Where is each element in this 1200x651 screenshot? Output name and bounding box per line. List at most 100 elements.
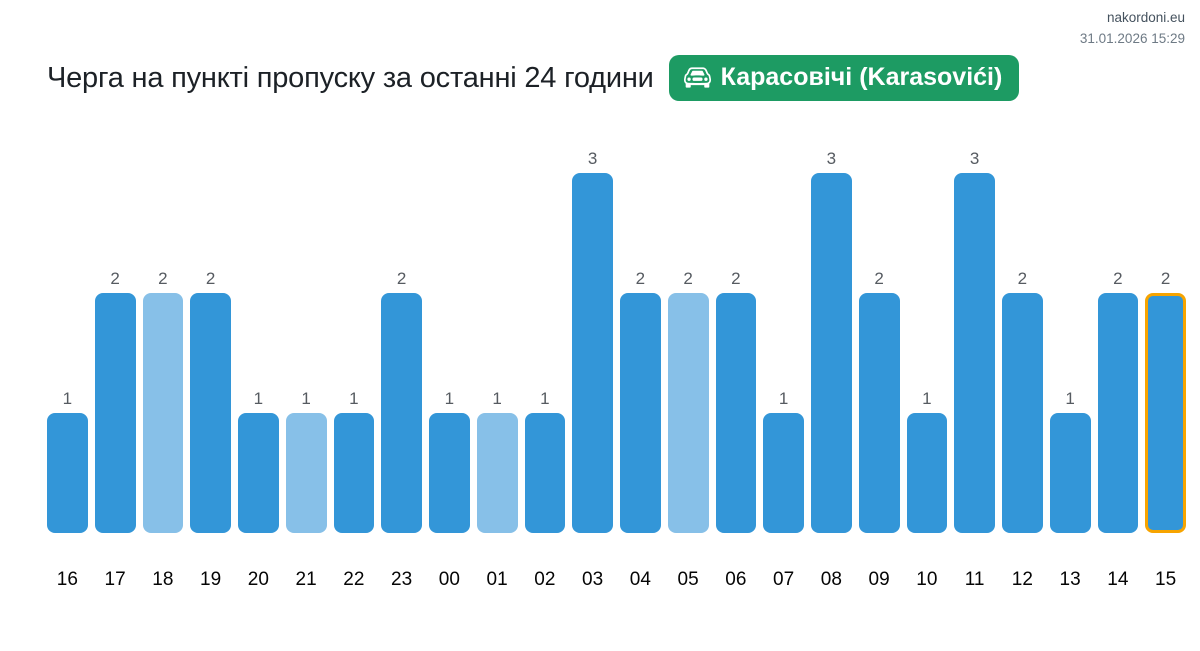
hour-label: 00: [438, 569, 460, 590]
bar-column: 2: [620, 270, 661, 533]
crossing-badge-label: Карасовічі (Karasovići): [720, 63, 1003, 91]
bar-value-label: 1: [492, 389, 502, 408]
bar-value-label: 2: [731, 269, 741, 288]
hour-label: 15: [1155, 569, 1177, 590]
bar-value-label: 2: [874, 269, 884, 288]
bar[interactable]: [906, 413, 948, 533]
bar-value-label: 2: [683, 269, 693, 288]
bar[interactable]: [715, 293, 757, 533]
hour-label: 22: [343, 569, 365, 590]
hour-label: 21: [295, 569, 317, 590]
bar[interactable]: [1049, 413, 1091, 533]
bar-value-label: 2: [1017, 269, 1028, 288]
bar-column: 2: [142, 269, 184, 533]
bar[interactable]: [858, 293, 900, 533]
bar-column: 1: [333, 389, 375, 533]
bar-column: 1: [238, 390, 279, 533]
hour-label: 05: [677, 569, 699, 590]
bar[interactable]: [572, 173, 613, 533]
bar-value-label: 2: [1160, 269, 1171, 288]
hour-label: 10: [916, 569, 938, 590]
bar-column: 2: [715, 269, 757, 533]
bar-value-label: 3: [826, 149, 837, 168]
bar-value-label: 2: [110, 269, 120, 288]
bar[interactable]: [190, 293, 231, 533]
bar[interactable]: [1097, 293, 1139, 533]
bar[interactable]: [476, 413, 518, 533]
bar-column: 1: [906, 389, 948, 533]
bar-column: 3: [572, 150, 613, 533]
hour-label: 20: [247, 569, 269, 590]
hour-label: 16: [56, 569, 78, 590]
bar[interactable]: [142, 293, 184, 533]
bar-column: 2: [381, 270, 422, 533]
bar[interactable]: [381, 293, 422, 533]
bar-value-label: 1: [444, 389, 455, 408]
bar[interactable]: [94, 293, 136, 533]
bar-column: 2: [94, 269, 136, 533]
bar[interactable]: [667, 293, 709, 533]
bar[interactable]: [524, 413, 566, 533]
hour-label: 04: [629, 569, 651, 590]
bar[interactable]: [333, 413, 375, 533]
bar-value-label: 1: [62, 389, 73, 408]
hour-axis: 16 17 18 19 20 21 22 23 00 01 02 03 04 05 06 07 08 09 10 11…: [47, 569, 1186, 592]
bar-value-label: 1: [922, 389, 932, 408]
bar-column: 2: [858, 269, 900, 533]
bar-value-label: 1: [778, 389, 789, 408]
bar-column: 1: [524, 389, 566, 533]
bar-value-label: 2: [158, 269, 168, 288]
bar[interactable]: [285, 413, 327, 533]
hour-label: 06: [725, 569, 747, 590]
bar-value-label: 2: [635, 269, 646, 288]
bar-column: 1: [1049, 389, 1091, 533]
bar[interactable]: [811, 173, 852, 533]
timestamp: 31.01.2026 15:29: [1079, 30, 1185, 46]
hour-label: 01: [486, 569, 508, 590]
bar[interactable]: [954, 173, 995, 533]
bar-column: 2: [1002, 270, 1043, 533]
hour-label: 13: [1059, 569, 1081, 590]
bar-highlighted[interactable]: [1145, 293, 1186, 533]
car-front-icon: [683, 64, 711, 91]
bar[interactable]: [1002, 293, 1043, 533]
hour-label: 12: [1011, 569, 1033, 590]
bar[interactable]: [620, 293, 661, 533]
bar-value-label: 3: [969, 149, 980, 168]
bar-column: 1: [285, 389, 327, 533]
bar-column: 1: [763, 390, 804, 533]
bar-column: 2: [190, 270, 231, 533]
bar-value-label: 1: [540, 389, 550, 408]
site-name: nakordoni.eu: [1106, 10, 1185, 25]
site-header: nakordoni.eu 31.01.2026 15:29: [1080, 8, 1185, 50]
bar-column: 2: [1097, 269, 1139, 533]
crossing-badge[interactable]: Карасовічі (Karasovići): [668, 55, 1020, 101]
hour-label: 09: [868, 569, 890, 590]
bar-column: 1: [429, 390, 470, 533]
bar-value-label: 2: [396, 269, 407, 288]
bar-value-label: 2: [205, 269, 216, 288]
title-row: Черга на пункті пропуску за останні 24 г…: [47, 55, 1186, 101]
bar-value-label: 1: [301, 389, 311, 408]
hour-label: 18: [152, 569, 174, 590]
bar[interactable]: [763, 413, 804, 533]
bar[interactable]: [238, 413, 279, 533]
bar-value-label: 3: [587, 149, 598, 168]
hour-label: 07: [773, 569, 795, 590]
bar-column: 2: [667, 269, 709, 533]
bar-value-label: 2: [1113, 269, 1123, 288]
bar-value-label: 1: [1065, 389, 1075, 408]
hour-label: 19: [200, 569, 222, 590]
bar-column: 3: [954, 150, 995, 533]
hour-label: 14: [1107, 569, 1129, 590]
hour-label: 17: [104, 569, 126, 590]
bar-value-label: 1: [349, 389, 359, 408]
bar-column: 1: [47, 390, 88, 533]
hour-label: 03: [582, 569, 604, 590]
bar[interactable]: [47, 413, 88, 533]
hour-label: 23: [391, 569, 413, 590]
bar-value-label: 1: [253, 389, 264, 408]
bar[interactable]: [429, 413, 470, 533]
bar-column: 1: [476, 389, 518, 533]
